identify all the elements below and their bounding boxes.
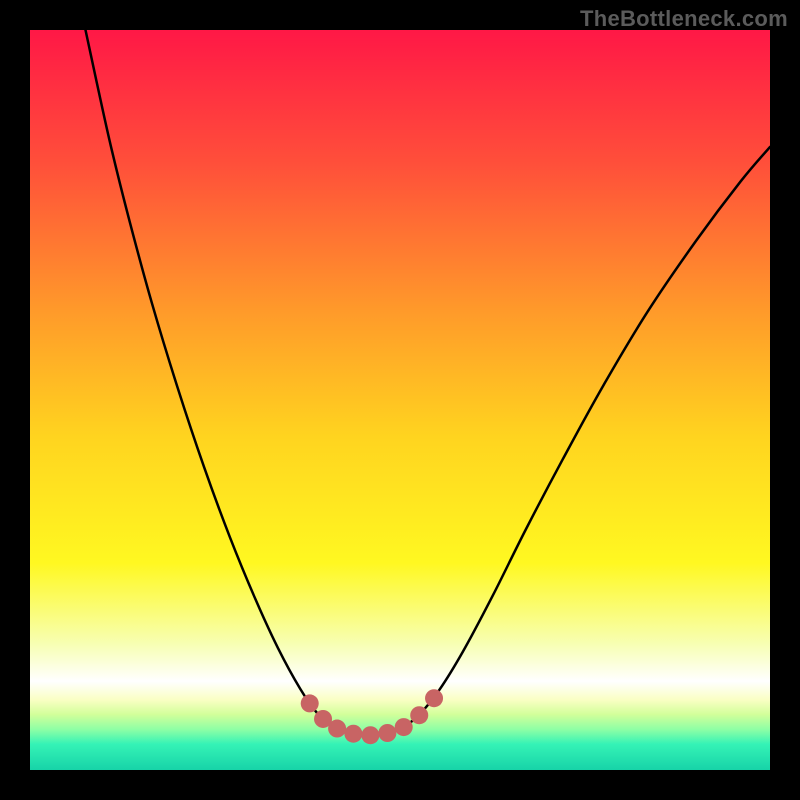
- watermark-label: TheBottleneck.com: [580, 6, 788, 32]
- plot-svg: [30, 30, 770, 770]
- curve-marker: [410, 706, 428, 724]
- curve-marker: [395, 718, 413, 736]
- curve-marker: [344, 725, 362, 743]
- curve-marker: [328, 720, 346, 738]
- gradient-background: [30, 30, 770, 770]
- curve-marker: [425, 689, 443, 707]
- bottleneck-figure: TheBottleneck.com: [0, 0, 800, 800]
- curve-marker: [378, 724, 396, 742]
- curve-marker: [361, 726, 379, 744]
- curve-marker: [301, 694, 319, 712]
